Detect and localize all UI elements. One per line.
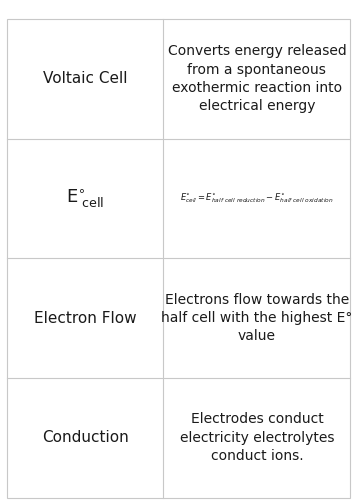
Text: Electrons flow towards the
half cell with the highest E°
value: Electrons flow towards the half cell wit…: [161, 292, 353, 344]
Text: $E^{\circ}_{cell} = E^{\circ}_{half\ cell\ reduction} - E^{\circ}_{half\ cell\ o: $E^{\circ}_{cell} = E^{\circ}_{half\ cel…: [180, 192, 334, 205]
Text: Conduction: Conduction: [42, 430, 129, 445]
Text: Voltaic Cell: Voltaic Cell: [43, 72, 127, 86]
Text: Electrodes conduct
electricity electrolytes
conduct ions.: Electrodes conduct electricity electroly…: [179, 412, 334, 463]
Text: Converts energy released
from a spontaneous
exothermic reaction into
electrical : Converts energy released from a spontane…: [167, 44, 346, 114]
Text: $\mathregular{E}^{\circ}_{\ \mathregular{cell}}$: $\mathregular{E}^{\circ}_{\ \mathregular…: [66, 188, 104, 210]
Text: Electron Flow: Electron Flow: [34, 310, 137, 326]
